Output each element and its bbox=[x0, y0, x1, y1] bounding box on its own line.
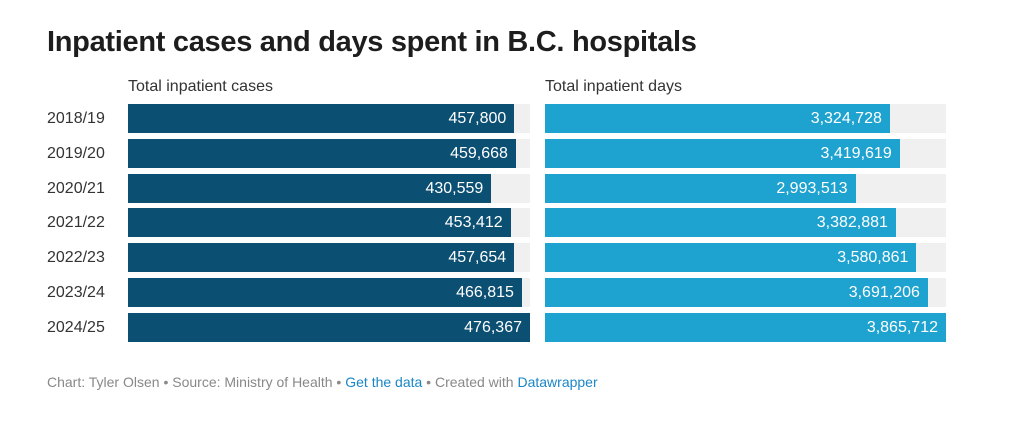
bar bbox=[128, 104, 515, 133]
separator: • bbox=[159, 374, 173, 390]
series-title: Total inpatient days bbox=[545, 78, 682, 95]
data-label: 453,412 bbox=[444, 214, 503, 232]
data-label: 3,691,206 bbox=[848, 284, 920, 301]
separator: • bbox=[332, 374, 346, 390]
data-label: 3,419,619 bbox=[820, 144, 892, 162]
bar bbox=[128, 243, 515, 273]
bar bbox=[128, 278, 522, 307]
category-label: 2019/20 bbox=[47, 144, 105, 162]
bar bbox=[128, 138, 516, 168]
bar bbox=[128, 208, 511, 238]
data-label: 3,865,712 bbox=[866, 318, 938, 336]
data-label: 476,367 bbox=[464, 318, 522, 336]
category-label: 2024/25 bbox=[47, 318, 105, 336]
category-label: 2021/22 bbox=[47, 214, 105, 232]
bar bbox=[128, 173, 492, 203]
category-label: 2022/23 bbox=[47, 249, 105, 267]
get-data-link[interactable]: Get the data bbox=[345, 374, 423, 390]
chart-title: Inpatient cases and days spent in B.C. h… bbox=[47, 26, 697, 58]
bar bbox=[128, 312, 530, 342]
data-label: 3,580,861 bbox=[837, 249, 909, 267]
source: Source: Ministry of Health bbox=[172, 374, 333, 390]
bar bbox=[545, 138, 900, 168]
category-label: 2023/24 bbox=[47, 284, 105, 301]
data-label: 3,324,728 bbox=[810, 110, 882, 127]
data-label: 459,668 bbox=[450, 144, 508, 162]
data-label: 2,993,513 bbox=[776, 179, 848, 197]
created-with: Created with bbox=[434, 374, 514, 390]
byline: Chart: Tyler Olsen bbox=[47, 374, 160, 390]
datawrapper-link[interactable]: Datawrapper bbox=[517, 374, 598, 390]
bar bbox=[545, 278, 928, 307]
category-label: 2020/21 bbox=[47, 179, 105, 197]
category-label: 2018/19 bbox=[47, 110, 105, 127]
data-label: 457,800 bbox=[448, 110, 507, 127]
data-label: 457,654 bbox=[448, 249, 507, 267]
separator: • bbox=[422, 374, 435, 390]
bar bbox=[545, 208, 896, 238]
series-title: Total inpatient cases bbox=[128, 78, 273, 95]
data-label: 466,815 bbox=[456, 284, 514, 301]
data-label: 3,382,881 bbox=[816, 214, 888, 232]
bar bbox=[545, 243, 917, 273]
footer: Chart: Tyler Olsen • Source: Ministry of… bbox=[47, 374, 598, 390]
data-label: 430,559 bbox=[425, 179, 484, 197]
bar bbox=[545, 312, 946, 342]
bar bbox=[545, 173, 856, 203]
bar bbox=[545, 104, 890, 133]
